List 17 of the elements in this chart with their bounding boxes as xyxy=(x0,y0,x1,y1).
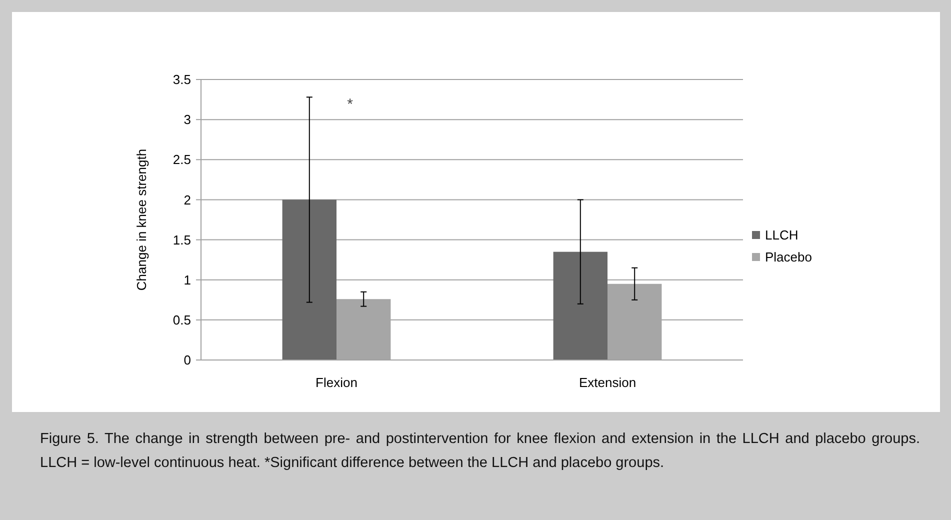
y-axis-title: Change in knee strength xyxy=(134,148,149,291)
y-tick-label: 1.5 xyxy=(172,232,191,248)
legend-label: Placebo xyxy=(765,250,812,265)
x-tick-label: Flexion xyxy=(316,375,358,390)
y-tick-label: 3.5 xyxy=(172,72,191,88)
bar xyxy=(282,200,336,360)
caption: Figure 5. The change in strength between pre- and postintervention for knee flexion and extension in the LLCH and placebo groups. LLCH = low-level continuous heat. *Significant difference between the LLCH and placebo groups. xyxy=(40,430,920,473)
bar xyxy=(553,252,608,360)
legend-label: LLCH xyxy=(765,228,798,243)
y-tick-label: 1 xyxy=(184,272,191,288)
y-tick-label: 2 xyxy=(184,192,191,208)
y-tick-label: 3 xyxy=(184,112,191,128)
y-tick-label: 0.5 xyxy=(172,312,191,328)
y-tick-label: 2.5 xyxy=(172,152,191,168)
annotation: * xyxy=(347,96,354,113)
y-tick-label: 0 xyxy=(184,352,191,368)
x-tick-label: Extension xyxy=(578,375,636,390)
